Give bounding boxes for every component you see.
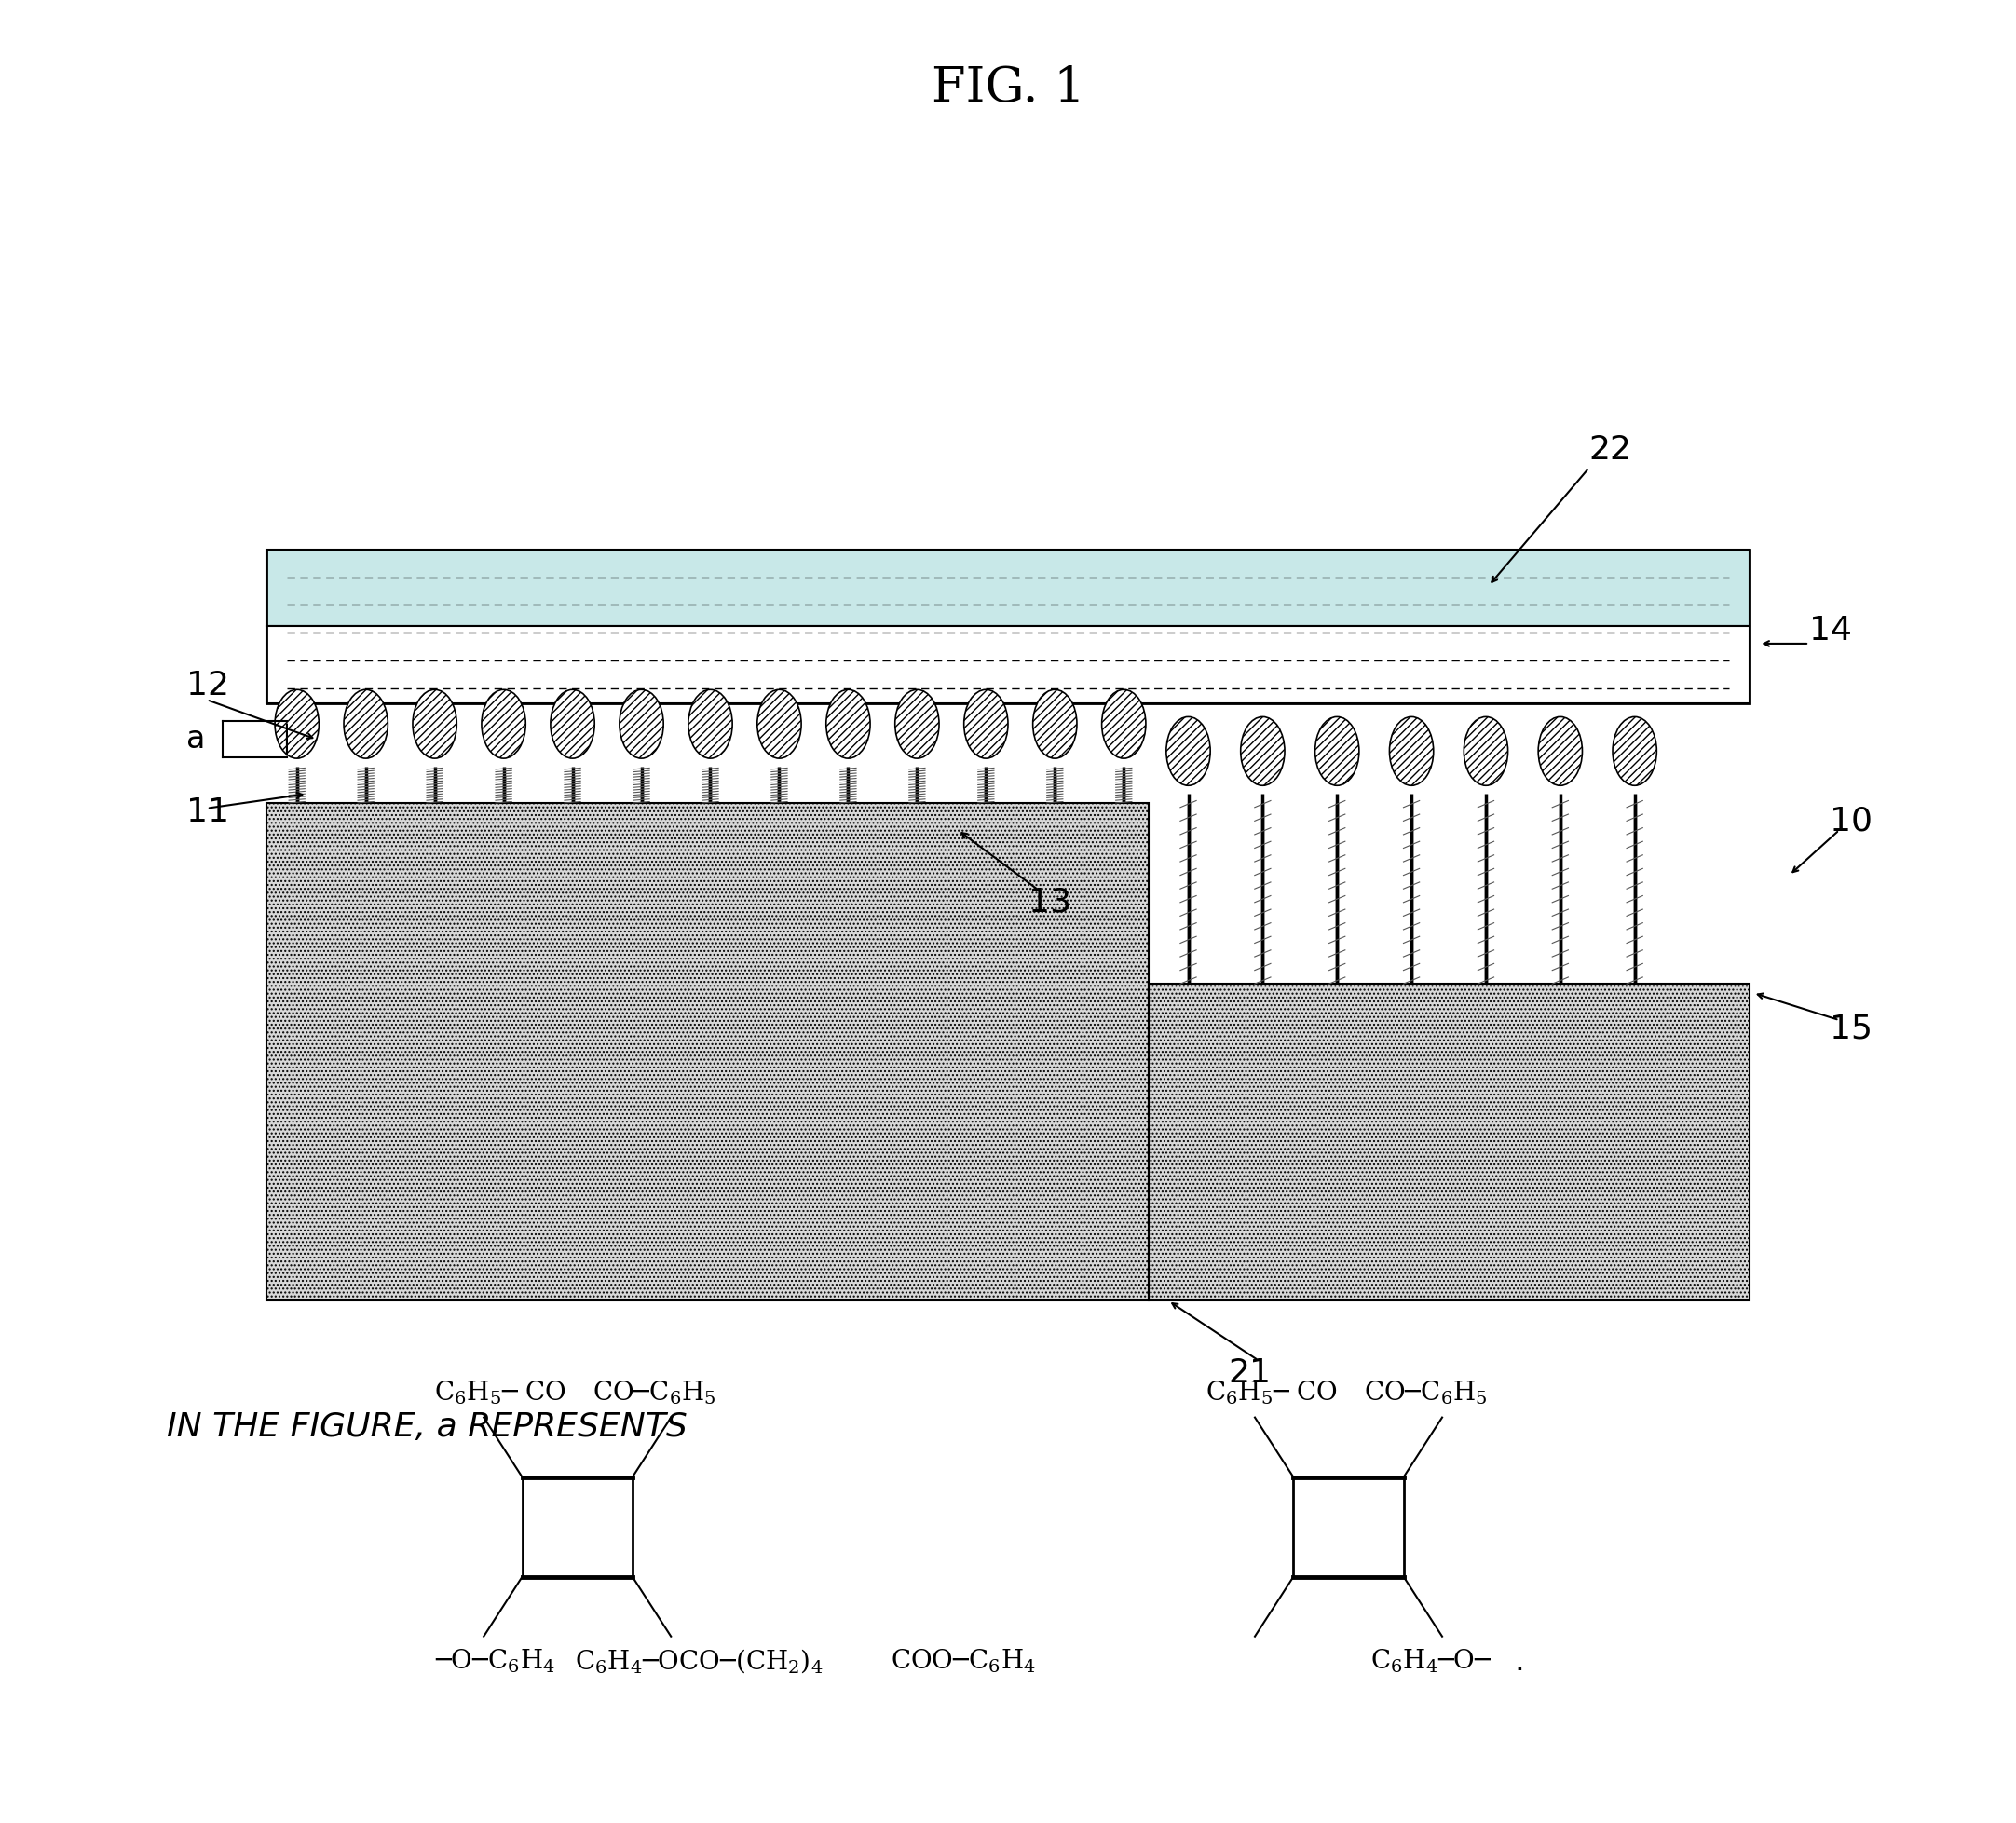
Ellipse shape	[827, 689, 871, 758]
Ellipse shape	[1613, 716, 1657, 786]
Text: 22: 22	[1589, 434, 1631, 465]
Text: $\mathregular{C_6H_4}$─O─: $\mathregular{C_6H_4}$─O─	[1371, 1648, 1492, 1675]
Text: COO─$\mathregular{C_6H_4}$: COO─$\mathregular{C_6H_4}$	[891, 1648, 1036, 1675]
Bar	[522, 1477, 633, 1577]
Ellipse shape	[1240, 716, 1284, 786]
Text: 14: 14	[1808, 614, 1853, 647]
Text: a: a	[187, 724, 206, 755]
Ellipse shape	[274, 689, 319, 758]
Ellipse shape	[413, 689, 458, 758]
Ellipse shape	[687, 689, 732, 758]
Text: .: .	[1514, 1646, 1524, 1677]
Text: 15: 15	[1829, 1014, 1873, 1045]
Text: $\mathregular{C_6H_4}$─OCO─$\mathregular{(CH_2)_4}$: $\mathregular{C_6H_4}$─OCO─$\mathregular…	[575, 1648, 823, 1675]
Bar	[266, 549, 1750, 704]
Ellipse shape	[1314, 716, 1359, 786]
Bar	[1294, 1477, 1403, 1577]
Ellipse shape	[895, 689, 939, 758]
Text: 10: 10	[1829, 806, 1873, 837]
Bar	[266, 549, 1750, 627]
Ellipse shape	[550, 689, 595, 758]
Bar	[266, 627, 1750, 704]
Bar	[266, 802, 1149, 1300]
Ellipse shape	[1389, 716, 1433, 786]
Ellipse shape	[964, 689, 1008, 758]
Text: 13: 13	[1028, 886, 1070, 919]
Ellipse shape	[1538, 716, 1583, 786]
Text: 21: 21	[1228, 1358, 1272, 1389]
Bar	[1149, 984, 1750, 1300]
Text: IN THE FIGURE, a REPRESENTS: IN THE FIGURE, a REPRESENTS	[167, 1411, 687, 1444]
Text: $\mathregular{C_6H_5}$─ CO: $\mathregular{C_6H_5}$─ CO	[433, 1378, 566, 1406]
Ellipse shape	[345, 689, 387, 758]
Text: CO─$\mathregular{C_6H_5}$: CO─$\mathregular{C_6H_5}$	[593, 1378, 716, 1406]
Text: 12: 12	[187, 669, 230, 702]
Ellipse shape	[619, 689, 663, 758]
Ellipse shape	[1101, 689, 1145, 758]
Ellipse shape	[1032, 689, 1077, 758]
Text: CO─$\mathregular{C_6H_5}$: CO─$\mathregular{C_6H_5}$	[1365, 1378, 1488, 1406]
Ellipse shape	[758, 689, 800, 758]
Text: ─O─$\mathregular{C_6H_4}$: ─O─$\mathregular{C_6H_4}$	[435, 1648, 554, 1675]
Text: 11: 11	[187, 797, 230, 828]
Ellipse shape	[1165, 716, 1210, 786]
Ellipse shape	[1464, 716, 1508, 786]
Text: $\mathregular{C_6H_5}$─ CO: $\mathregular{C_6H_5}$─ CO	[1206, 1378, 1337, 1406]
Ellipse shape	[482, 689, 526, 758]
Text: FIG. 1: FIG. 1	[931, 64, 1085, 111]
